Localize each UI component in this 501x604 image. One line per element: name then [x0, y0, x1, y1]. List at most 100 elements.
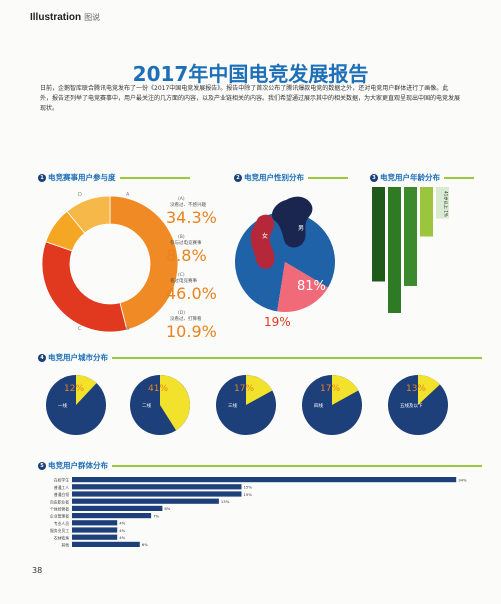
- city-pie-slice: [332, 375, 359, 405]
- section-2-heading: 2 电竞用户性别分布: [234, 172, 348, 183]
- group-bar: [72, 520, 118, 526]
- group-bar-category: 专业人员: [54, 521, 69, 526]
- group-bar-category: 自由职业者: [50, 499, 69, 504]
- section-3-heading: 3 电竞用户年龄分布: [370, 172, 474, 183]
- section-1-number: 1: [38, 174, 46, 182]
- city-pie-label: 一线: [58, 402, 67, 409]
- donut-slice: [41, 241, 128, 333]
- slice-letter: (C): [178, 272, 185, 278]
- section-4-number: 4: [38, 354, 46, 362]
- slice-value-label: 10.9%: [166, 322, 217, 341]
- section-2-number: 2: [234, 174, 242, 182]
- city-pie-value: 41%: [148, 384, 168, 394]
- magazine-header: Illustration 图说: [30, 12, 100, 23]
- male-value-label: 81%: [297, 279, 326, 294]
- section-1-label: 电竞赛事用户参与度: [48, 173, 116, 182]
- group-bar-value: 34%: [458, 477, 467, 482]
- group-bar-value: 15%: [244, 492, 253, 497]
- donut-slice: [109, 195, 179, 331]
- slice-label: 参与过电竞赛事: [170, 239, 202, 246]
- group-bar-category: 在校学生: [54, 478, 69, 483]
- slice-value-label: 46.0%: [166, 284, 217, 303]
- group-bar: [72, 498, 219, 504]
- group-bar-category: 农林牧渔: [54, 535, 69, 540]
- group-bar-value: 4%: [119, 535, 125, 540]
- age-bar: [436, 187, 449, 219]
- group-bar-category: 企业管理者: [50, 514, 69, 519]
- group-bar-value: 15%: [244, 485, 253, 490]
- city-pie-value: 17%: [234, 384, 254, 394]
- group-bar-value: 13%: [221, 499, 230, 504]
- section-2-label: 电竞用户性别分布: [244, 173, 304, 182]
- age-bar: [404, 187, 417, 286]
- group-bar-value: 7%: [153, 513, 159, 518]
- group-bar-category: 个体经营者: [50, 507, 69, 512]
- corner-letter: D: [78, 192, 82, 198]
- corner-letter: C: [78, 326, 82, 332]
- slice-letter: (A): [178, 196, 185, 202]
- group-bar-category: 普通工人: [54, 485, 69, 490]
- section-3-label: 电竞用户年龄分布: [380, 173, 440, 182]
- male-label: 男: [298, 225, 304, 232]
- page-title: 2017年中国电竞发展报告: [132, 62, 369, 86]
- group-bar: [72, 541, 140, 547]
- city-pie-label: 四线: [314, 402, 323, 409]
- group-bar: [72, 527, 118, 533]
- pie-slice-female: [277, 262, 329, 313]
- group-bar-value: 8%: [164, 506, 170, 511]
- female-value-label: 19%: [264, 315, 291, 329]
- group-bar: [72, 513, 152, 519]
- city-pie-label: 五线及以下: [400, 402, 423, 409]
- city-pie-slice: [418, 375, 440, 405]
- section-5-number: 5: [38, 462, 46, 470]
- donut-slice: [66, 195, 111, 234]
- donut-hole: [76, 230, 144, 298]
- male-figure: [271, 196, 313, 248]
- slice-letter: (D): [178, 310, 185, 316]
- section-1-heading: 1 电竞赛事用户参与度: [38, 172, 190, 183]
- corner-letter: A: [126, 192, 130, 198]
- age-bar-label: 41岁以上 1%: [443, 191, 450, 217]
- slice-label: 没看过、打算看: [170, 315, 202, 322]
- group-bar-value: 4%: [119, 521, 125, 526]
- group-bar: [72, 491, 242, 497]
- corner-letter: B: [126, 326, 130, 332]
- slice-value-label: 34.3%: [166, 208, 217, 227]
- header-en: Illustration: [30, 12, 82, 23]
- city-pie-value: 17%: [320, 384, 340, 394]
- section-4-heading: 4 电竞用户城市分布: [38, 352, 482, 363]
- city-pie-value: 13%: [406, 384, 426, 394]
- female-label: 女: [262, 232, 268, 240]
- slice-value-label: 8.8%: [166, 246, 207, 265]
- slice-letter: (B): [178, 234, 185, 240]
- section-4-label: 电竞用户城市分布: [48, 353, 108, 362]
- city-pie-slice: [76, 375, 97, 405]
- page-number: 38: [32, 566, 43, 575]
- slice-label: 看过电竞赛事: [170, 277, 197, 284]
- slice-label: 没看过、不感兴趣: [170, 201, 206, 208]
- group-bar: [72, 505, 163, 511]
- section-5-label: 电竞用户群体分布: [48, 461, 108, 470]
- age-bar: [388, 187, 401, 313]
- city-pie-slice: [246, 375, 273, 405]
- intro-paragraph: 日前，企鹅智库联合腾讯电竞发布了一份《2017中国电竞发展报告》。报告中除了首次…: [40, 85, 461, 112]
- female-figure: [250, 214, 275, 269]
- group-bar-category: 普通白领: [54, 492, 69, 497]
- age-bar: [420, 187, 433, 237]
- group-bar-category: 其他: [61, 543, 69, 548]
- age-bar: [372, 187, 385, 282]
- group-bar-value: 4%: [119, 528, 125, 533]
- city-pie-label: 三线: [228, 402, 237, 409]
- city-pie-slice: [160, 375, 190, 431]
- group-bar: [72, 534, 118, 540]
- city-pie-label: 二线: [142, 402, 151, 409]
- section-5-heading: 5 电竞用户群体分布: [38, 460, 482, 471]
- group-bar: [72, 484, 242, 490]
- city-pie-value: 12%: [64, 384, 84, 394]
- group-bar-value: 6%: [142, 542, 148, 547]
- group-bar-category: 服务业员工: [50, 528, 69, 533]
- section-3-number: 3: [370, 174, 378, 182]
- header-cn: 图说: [84, 13, 101, 22]
- group-bar: [72, 477, 457, 483]
